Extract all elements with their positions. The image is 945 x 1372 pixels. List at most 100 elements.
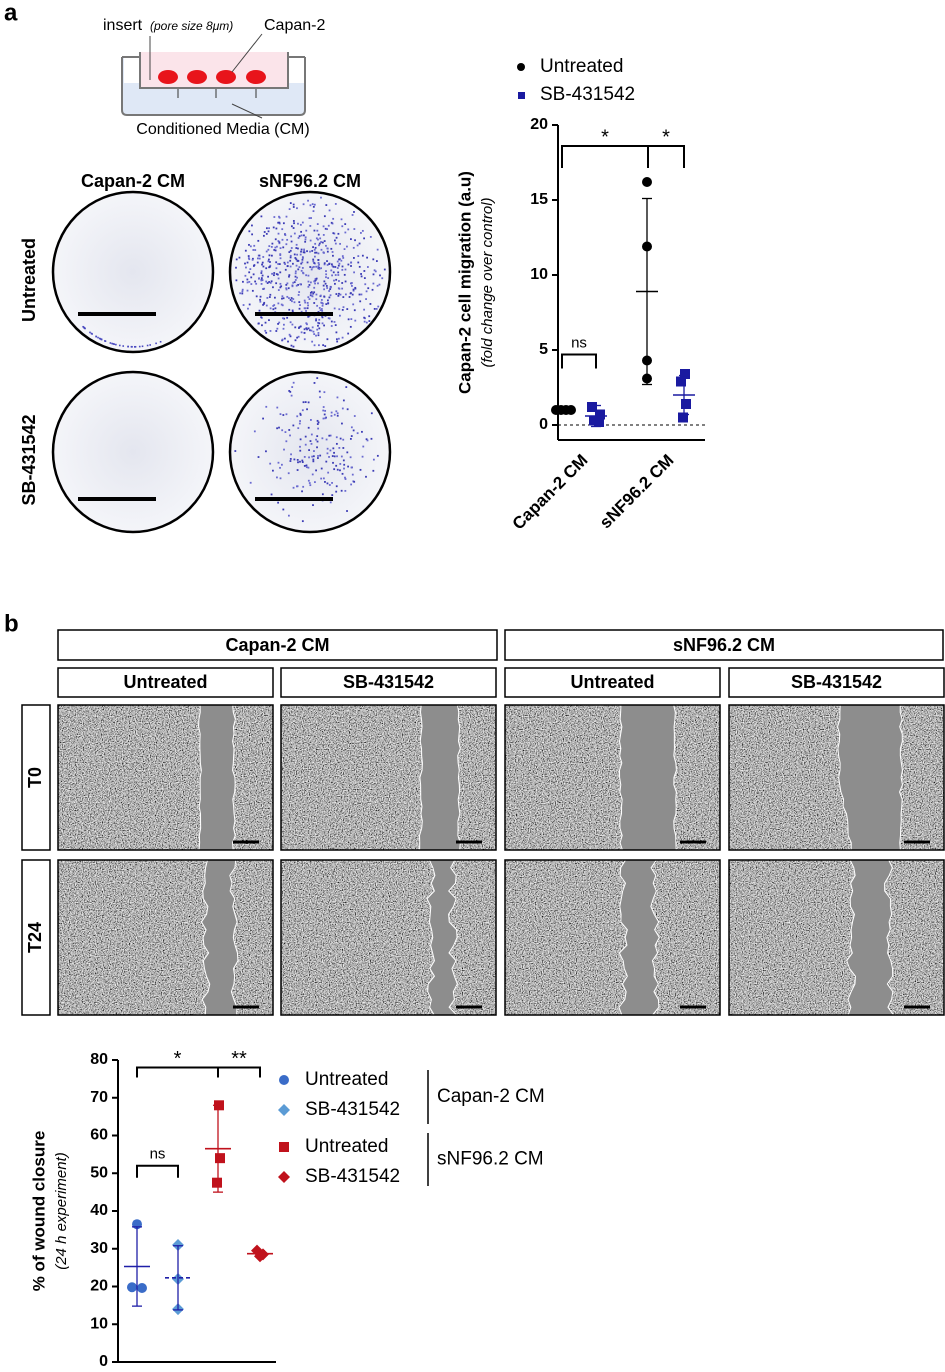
cell-dot xyxy=(341,255,344,257)
cell-dot xyxy=(348,296,351,298)
cell-dot xyxy=(286,316,289,319)
wound-edge xyxy=(198,704,202,851)
cell-dot xyxy=(278,215,280,218)
significance-bracket xyxy=(136,1164,179,1178)
cell-dot xyxy=(283,317,286,320)
cell-dot xyxy=(253,264,256,266)
cell-dot xyxy=(289,458,292,460)
cell-dot xyxy=(376,284,379,287)
cell-dot xyxy=(317,334,320,337)
cell-dot xyxy=(288,275,290,278)
cell-dot xyxy=(309,266,312,268)
cell-dot xyxy=(118,344,121,347)
cell-dot xyxy=(363,277,366,280)
cell-dot xyxy=(338,280,340,282)
wound-gap xyxy=(619,705,677,850)
cell-dot xyxy=(361,229,364,232)
y-tick-label: 10 xyxy=(90,1315,108,1332)
cell-dot xyxy=(273,216,276,218)
cell-dot xyxy=(347,318,350,321)
wound-edge xyxy=(899,704,903,851)
condition-label: SB-431542 xyxy=(791,672,882,692)
cell-dot xyxy=(247,307,249,310)
cell-dot xyxy=(363,320,366,323)
cell-dot xyxy=(383,268,386,271)
cell-dot xyxy=(305,464,308,467)
cell-dot xyxy=(317,265,320,268)
cell-dot xyxy=(297,461,299,464)
cell-dot xyxy=(358,293,361,296)
cell-dot xyxy=(323,288,326,291)
cell-dot xyxy=(244,262,246,265)
cell-dot xyxy=(253,244,256,247)
cell-dot xyxy=(343,248,346,251)
cell-dot xyxy=(301,261,304,264)
cell xyxy=(246,70,266,84)
cell-dot xyxy=(304,435,307,438)
cell-dot xyxy=(342,399,345,402)
cell-dot xyxy=(322,225,325,228)
cell-dot xyxy=(378,283,381,286)
cell-dot xyxy=(277,277,280,280)
cell-dot xyxy=(323,280,326,283)
cell-dot xyxy=(297,335,300,338)
cell-dot xyxy=(354,287,357,290)
cell-dot xyxy=(314,246,317,249)
cell-dot xyxy=(318,390,321,393)
cell-dot xyxy=(322,417,325,420)
cell-dot xyxy=(353,271,355,274)
cell-dot xyxy=(298,291,301,293)
cell-dot xyxy=(343,463,346,466)
cell-dot xyxy=(353,228,356,230)
cell-dot xyxy=(316,229,319,232)
cell-dot xyxy=(277,221,280,224)
cell-dot xyxy=(261,263,263,266)
cell-dot xyxy=(312,246,314,249)
cell-dot xyxy=(344,280,347,283)
cell-dot xyxy=(281,297,283,300)
cell-dot xyxy=(278,321,281,324)
significance-label: * xyxy=(601,126,609,148)
cell-dot xyxy=(330,221,333,224)
cell-dot xyxy=(372,273,375,276)
cell-dot xyxy=(373,269,376,272)
cell-dot xyxy=(301,520,304,523)
row-label: SB-431542 xyxy=(19,414,39,505)
cell-dot xyxy=(368,315,371,318)
cell-dot xyxy=(327,317,330,320)
cell-dot xyxy=(303,328,306,331)
cell-dot xyxy=(285,243,288,246)
cell-dot xyxy=(299,325,302,328)
cell-dot xyxy=(289,460,292,462)
cell-dot xyxy=(316,423,319,425)
cell-dot xyxy=(344,293,347,296)
y-tick-label: 20 xyxy=(530,116,548,133)
cell-dot xyxy=(112,343,115,345)
cell-dot xyxy=(292,220,295,222)
cell-dot xyxy=(267,260,270,263)
cell-dot xyxy=(276,406,279,409)
cell-dot xyxy=(369,303,372,305)
cell-dot xyxy=(285,288,288,291)
cell-dot xyxy=(368,320,371,322)
cell-dot xyxy=(351,214,354,216)
cell-dot xyxy=(362,445,365,448)
cell-dot xyxy=(292,486,295,489)
legend-label: Untreated xyxy=(305,1136,388,1157)
y-axis-title: % of wound closure xyxy=(29,1131,48,1292)
cell-dot xyxy=(111,342,113,345)
cell-dot xyxy=(346,451,349,454)
cell-dot xyxy=(295,247,298,249)
cell-dot xyxy=(322,409,325,412)
cell-dot xyxy=(320,241,323,243)
cell-dot xyxy=(235,258,238,261)
cell-dot xyxy=(285,413,288,416)
cell-dot xyxy=(300,230,303,233)
cell-dot xyxy=(319,237,322,240)
cell-dot xyxy=(262,256,265,258)
cell-dot xyxy=(262,303,265,305)
data-point xyxy=(595,409,605,420)
cell-dot xyxy=(315,298,318,301)
cell-dot xyxy=(324,481,326,483)
